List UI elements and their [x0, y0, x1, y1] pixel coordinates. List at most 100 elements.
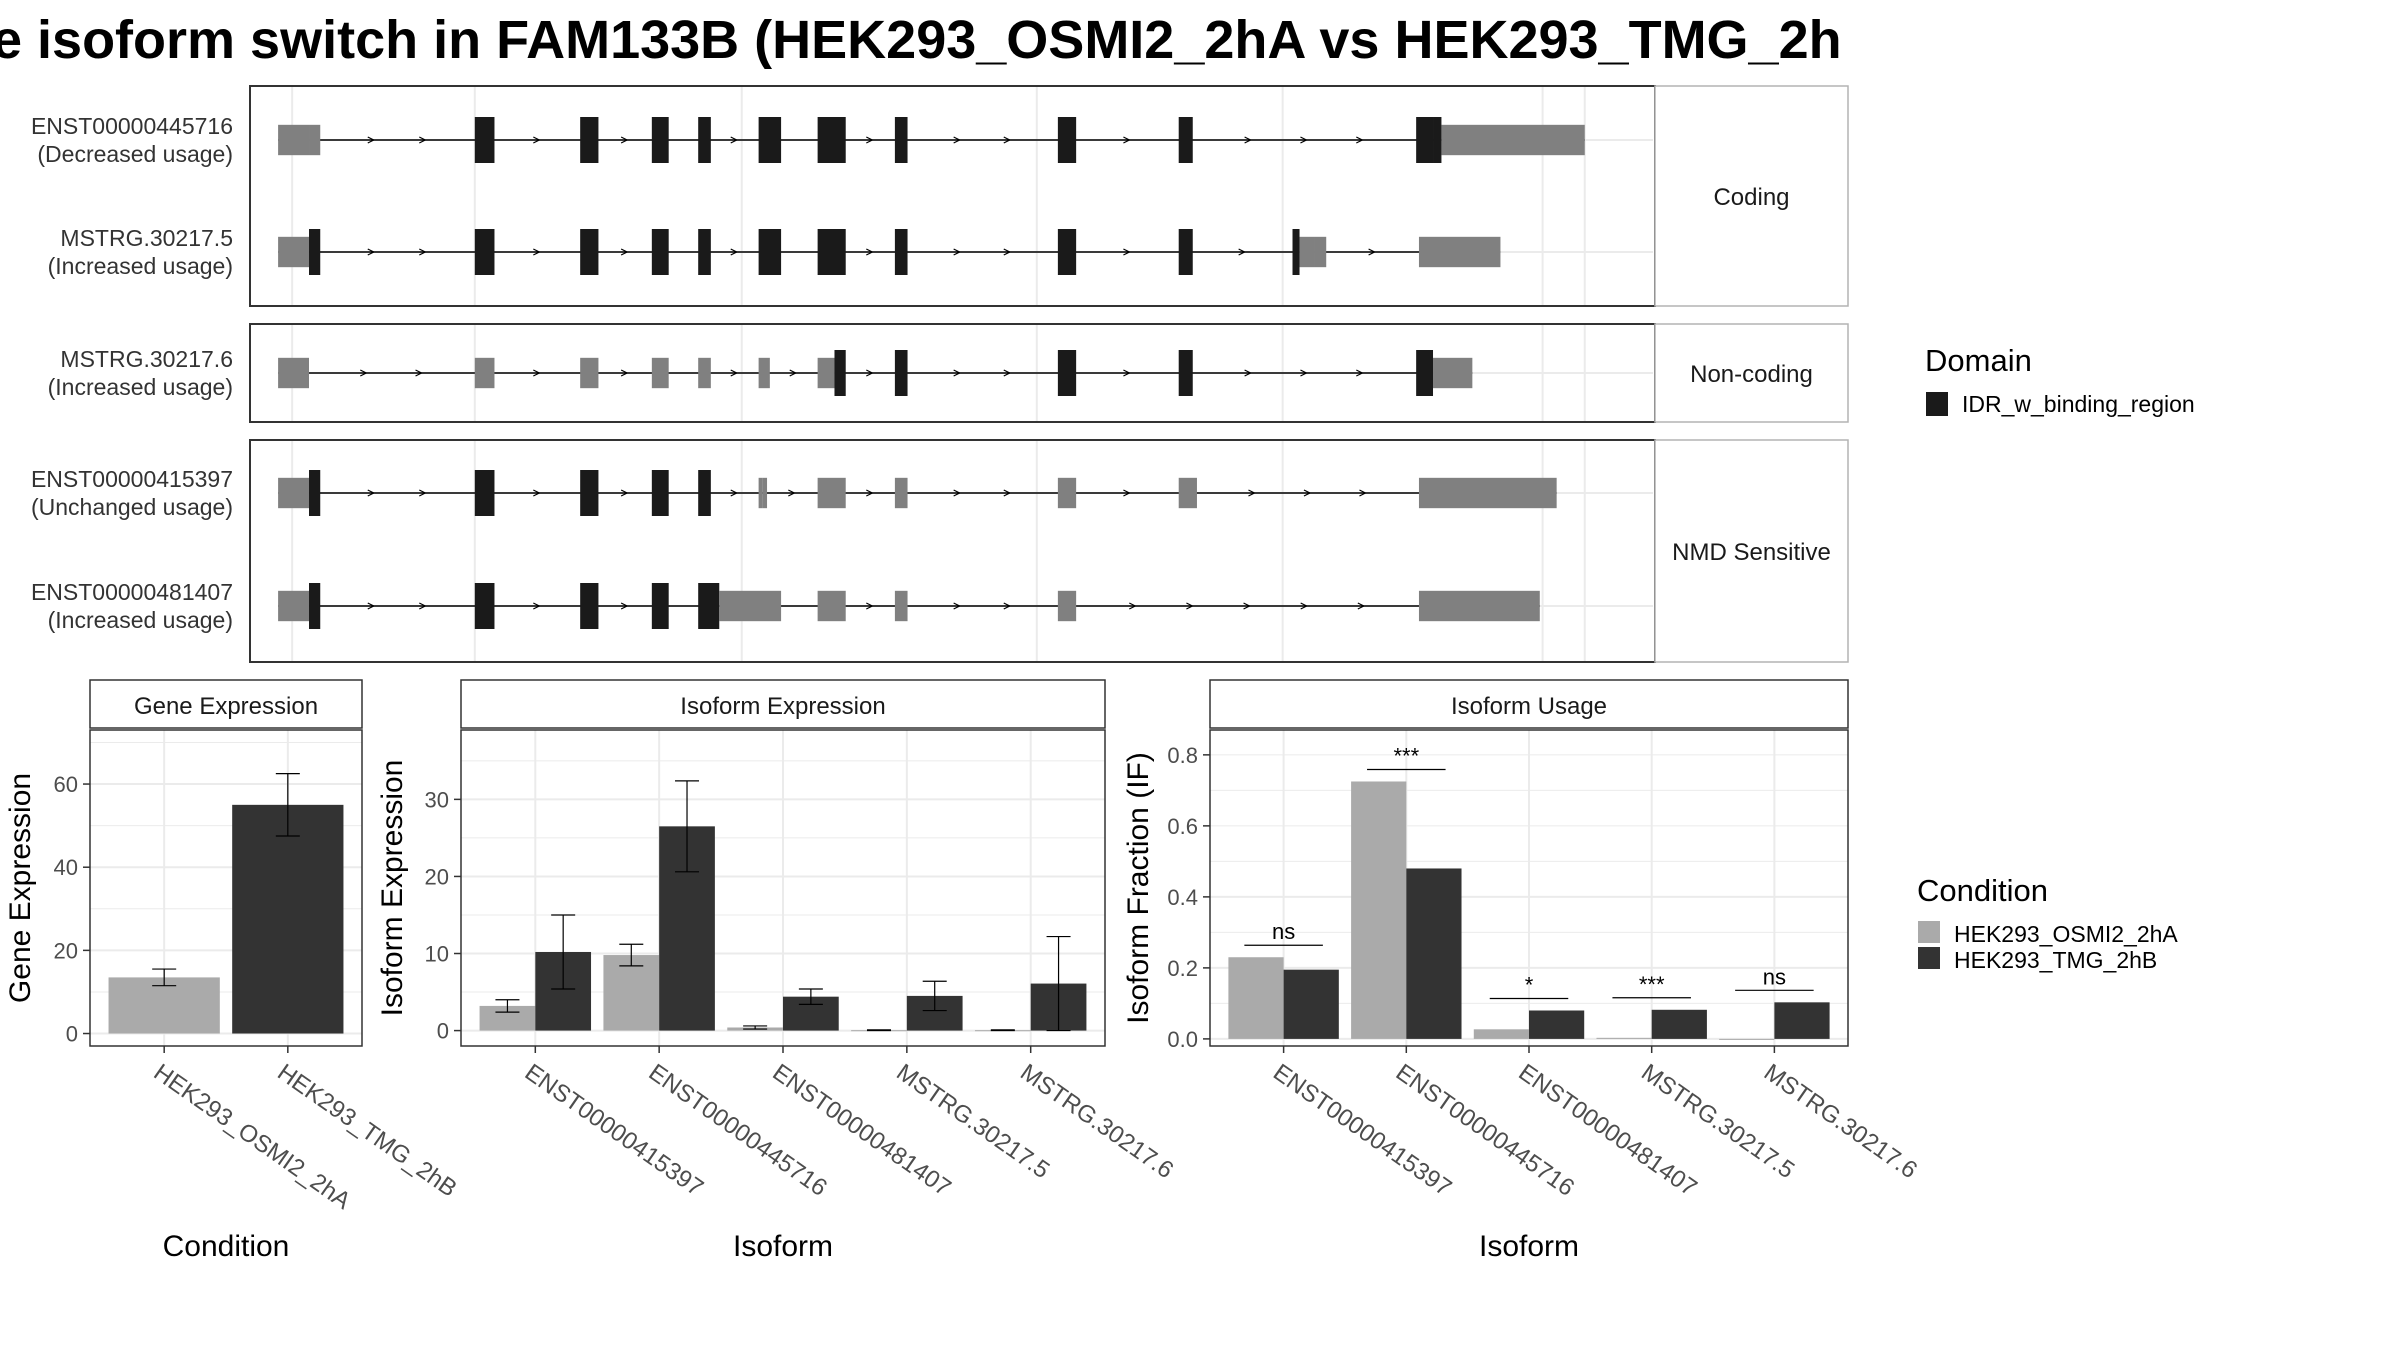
- strand-arrow: [1357, 602, 1366, 610]
- x-axis-title: Condition: [163, 1230, 290, 1263]
- y-axis-title: Gene Expression: [4, 773, 37, 1003]
- bar: [1774, 1002, 1830, 1039]
- transcript-id: ENST00000445716: [31, 113, 233, 139]
- panel-title: Isoform Expression: [680, 693, 885, 720]
- exon-domain: [1416, 350, 1434, 396]
- transcript-row: ENST00000481407(Increased usage): [31, 579, 1653, 633]
- exon-domain: [1057, 117, 1077, 163]
- strand-arrow: [730, 489, 739, 497]
- strand-arrow: [533, 369, 541, 377]
- exon-domain: [894, 117, 908, 163]
- strand-arrow: [367, 489, 376, 497]
- strand-arrow: [419, 489, 427, 497]
- strand-arrow: [1244, 136, 1252, 144]
- strand-arrow: [533, 602, 541, 610]
- structure-group: Coding ENST00000445716(Decreased usage) MS…: [31, 85, 1849, 307]
- exon: [474, 357, 495, 389]
- exon-domain: [651, 470, 669, 516]
- strand-arrow: [1248, 489, 1256, 497]
- strand-arrow: [1123, 136, 1131, 144]
- exon-domain: [651, 583, 669, 629]
- transcript-usage: (Increased usage): [48, 607, 233, 633]
- exon: [817, 357, 835, 389]
- bar: [232, 804, 344, 1034]
- strand-arrow: [1303, 489, 1312, 497]
- strand-arrow: [730, 136, 739, 144]
- y-tick-label: 0.8: [1167, 743, 1198, 768]
- exon: [1433, 357, 1473, 389]
- structure-panel-frame: [249, 85, 1656, 307]
- exon: [580, 357, 599, 389]
- exon-domain: [894, 229, 908, 275]
- domain-legend-title: Domain: [1925, 343, 2032, 378]
- y-tick-label: 0: [437, 1019, 449, 1044]
- condition-legend-key: [1918, 921, 1940, 943]
- exon: [1418, 477, 1557, 509]
- exon: [817, 477, 846, 509]
- exon-domain: [309, 470, 321, 516]
- condition-legend-label: HEK293_OSMI2_2hA: [1954, 921, 2178, 947]
- strand-arrow: [1300, 602, 1309, 610]
- strand-arrow: [730, 248, 739, 256]
- exon: [309, 124, 321, 156]
- strand-arrow: [788, 489, 796, 497]
- y-tick-label: 40: [54, 855, 78, 880]
- strand-arrow: [1123, 248, 1131, 256]
- x-axis-title: Isoform: [1479, 1230, 1579, 1263]
- strand-arrow: [1186, 602, 1194, 610]
- transcript-usage: (Increased usage): [48, 374, 233, 400]
- exon: [1057, 477, 1077, 509]
- exon-domain: [1178, 229, 1193, 275]
- group-strip: [1654, 439, 1849, 663]
- exon-domain: [758, 117, 782, 163]
- significance-label: *: [1525, 972, 1534, 997]
- strand-arrow: [1003, 248, 1012, 256]
- group-label: Non-coding: [1690, 361, 1813, 388]
- bar: [1529, 1010, 1585, 1039]
- y-axis-title: Isoform Fraction (IF): [1122, 752, 1155, 1024]
- strand-arrow: [953, 489, 961, 497]
- strand-arrow: [1356, 136, 1364, 144]
- exon-domain: [1057, 229, 1077, 275]
- strand-arrow: [367, 602, 376, 610]
- strand-arrow: [419, 248, 427, 256]
- strand-arrow: [1123, 369, 1131, 377]
- domain-legend-key: [1926, 392, 1948, 416]
- exon-domain: [474, 229, 495, 275]
- strand-arrow: [1003, 489, 1012, 497]
- x-tick-label: HEK293_OSMI2_2hA: [149, 1059, 356, 1215]
- strand-arrow: [953, 369, 961, 377]
- strand-arrow: [620, 136, 629, 144]
- y-tick-label: 0.2: [1167, 956, 1198, 981]
- transcript-usage: (Unchanged usage): [31, 494, 233, 520]
- significance-label: ns: [1272, 919, 1295, 944]
- figure-title: e isoform switch in FAM133B (HEK293_OSMI…: [0, 10, 1842, 70]
- exon-domain: [309, 229, 321, 275]
- strand-arrow: [533, 248, 541, 256]
- bar: [1406, 868, 1462, 1039]
- exon-domain: [1292, 229, 1300, 275]
- strand-arrow: [620, 489, 629, 497]
- panel-title: Isoform Usage: [1451, 693, 1607, 720]
- transcript-row: ENST00000415397(Unchanged usage): [31, 466, 1653, 520]
- exon: [758, 357, 770, 389]
- exon-domain: [651, 117, 669, 163]
- bar: [1228, 957, 1284, 1039]
- exon-domain: [651, 229, 669, 275]
- exon-domain: [1416, 117, 1434, 163]
- exon: [894, 477, 908, 509]
- exon-domain: [474, 583, 495, 629]
- panel-strip: [1209, 679, 1849, 729]
- condition-legend-title: Condition: [1917, 873, 2048, 908]
- group-label: NMD Sensitive: [1672, 539, 1831, 566]
- expression-panels: Gene Expression0204060HEK293_OSMI2_2hAHE…: [4, 679, 1922, 1263]
- y-tick-label: 20: [54, 938, 78, 963]
- y-tick-label: 0.0: [1167, 1027, 1198, 1052]
- strand-arrow: [1356, 369, 1364, 377]
- exon: [651, 357, 669, 389]
- strand-arrow: [1003, 602, 1012, 610]
- bar-chart-panel: Isoform Expression0102030ENST00000415397…: [376, 679, 1178, 1263]
